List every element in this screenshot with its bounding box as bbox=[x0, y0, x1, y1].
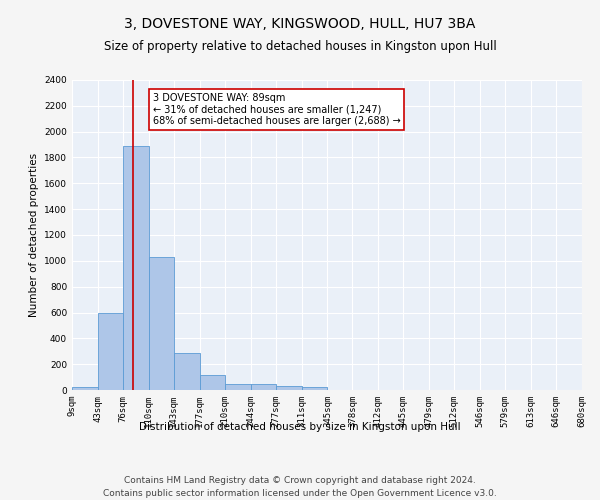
Text: Contains public sector information licensed under the Open Government Licence v3: Contains public sector information licen… bbox=[103, 489, 497, 498]
Bar bbox=[123, 146, 149, 390]
Text: 3, DOVESTONE WAY, KINGSWOOD, HULL, HU7 3BA: 3, DOVESTONE WAY, KINGSWOOD, HULL, HU7 3… bbox=[124, 18, 476, 32]
Text: Size of property relative to detached houses in Kingston upon Hull: Size of property relative to detached ho… bbox=[104, 40, 496, 53]
Bar bbox=[72, 388, 98, 390]
Text: Distribution of detached houses by size in Kingston upon Hull: Distribution of detached houses by size … bbox=[139, 422, 461, 432]
Bar bbox=[275, 386, 302, 390]
Bar bbox=[251, 384, 275, 390]
Y-axis label: Number of detached properties: Number of detached properties bbox=[29, 153, 38, 317]
Text: Contains HM Land Registry data © Crown copyright and database right 2024.: Contains HM Land Registry data © Crown c… bbox=[124, 476, 476, 485]
Bar bbox=[225, 384, 251, 390]
Bar bbox=[302, 388, 328, 390]
Bar bbox=[174, 352, 200, 390]
Bar bbox=[98, 312, 123, 390]
Bar bbox=[149, 257, 174, 390]
Text: 3 DOVESTONE WAY: 89sqm
← 31% of detached houses are smaller (1,247)
68% of semi-: 3 DOVESTONE WAY: 89sqm ← 31% of detached… bbox=[152, 93, 400, 126]
Bar bbox=[200, 375, 225, 390]
